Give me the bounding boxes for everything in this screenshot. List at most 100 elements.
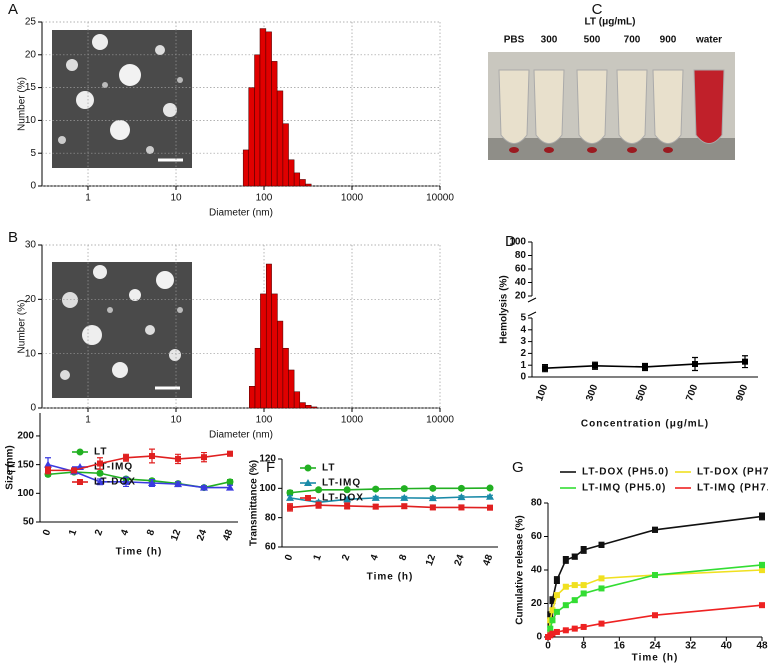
- marker: [457, 484, 465, 492]
- marker: [227, 450, 233, 457]
- x-tick-label: 48: [756, 641, 768, 652]
- x-axis-title: Time (h): [632, 653, 679, 664]
- legend-marker: [304, 479, 312, 486]
- x-tick-label: 12: [424, 553, 438, 568]
- marker: [562, 556, 569, 563]
- marker: [598, 575, 605, 582]
- marker: [562, 602, 569, 609]
- bar: [282, 123, 289, 187]
- y-tick-label: 60: [515, 264, 527, 275]
- legend-label: LT: [322, 463, 335, 474]
- x-tick-label: 8: [581, 641, 587, 652]
- x-tick-label: 8: [397, 553, 409, 562]
- bar: [282, 347, 289, 409]
- x-tick-label: 100: [256, 415, 273, 426]
- marker: [580, 590, 587, 597]
- marker: [287, 504, 293, 511]
- marker: [201, 454, 207, 461]
- legend-label: LT-IMQ (PH7.4): [697, 483, 768, 494]
- bar: [288, 369, 295, 409]
- panel-letter: E: [6, 459, 16, 476]
- marker: [371, 493, 380, 501]
- bar: [293, 172, 301, 187]
- marker: [400, 493, 409, 501]
- x-tick-label: 4: [369, 553, 381, 562]
- pellet: [663, 147, 673, 153]
- y-tick-label: 20: [25, 294, 37, 305]
- bar: [271, 293, 278, 409]
- marker: [226, 483, 234, 491]
- x-tick-label: 1: [85, 415, 91, 426]
- x-tick-label: 24: [453, 553, 467, 568]
- x-tick-label: 16: [614, 641, 626, 652]
- photo-title: LT (μg/mL): [585, 17, 636, 28]
- marker: [598, 585, 605, 592]
- marker: [200, 483, 208, 491]
- x-tick-label: 32: [685, 641, 697, 652]
- y-tick-label: 5: [30, 148, 36, 159]
- panel-letter: G: [512, 459, 524, 476]
- y-tick-label: 20: [531, 598, 543, 609]
- bar: [288, 159, 295, 187]
- marker: [122, 477, 130, 485]
- bar: [276, 90, 284, 187]
- series-line: [547, 604, 763, 638]
- marker: [148, 478, 156, 486]
- marker: [149, 453, 155, 460]
- marker: [372, 503, 379, 510]
- x-tick-label: 10000: [426, 193, 454, 204]
- bar: [254, 347, 261, 409]
- marker: [315, 502, 322, 509]
- bar: [248, 87, 255, 187]
- legend-marker: [304, 464, 312, 472]
- x-tick-label: 48: [481, 553, 495, 568]
- tube-label: 900: [660, 35, 677, 46]
- y-tick-label: 100: [259, 483, 276, 494]
- y-tick-label: 60: [265, 542, 277, 553]
- x-tick-label: 24: [195, 528, 209, 543]
- marker: [549, 617, 556, 624]
- bar: [242, 149, 249, 187]
- legend-marker: [77, 479, 83, 485]
- tube-label: 300: [541, 35, 558, 46]
- marker: [549, 597, 556, 604]
- y-tick-label: 40: [531, 565, 543, 576]
- marker: [96, 469, 104, 477]
- micrograph-a: [52, 30, 192, 168]
- bar: [277, 320, 284, 409]
- marker: [759, 567, 765, 573]
- marker: [580, 623, 587, 630]
- marker: [652, 612, 658, 619]
- marker: [401, 503, 408, 510]
- y-axis-title: Hemolysis (%): [499, 275, 510, 343]
- x-tick-label: 24: [649, 641, 661, 652]
- y-tick-label: 15: [25, 82, 37, 93]
- marker: [343, 495, 352, 503]
- legend-label: LT-DOX: [94, 477, 136, 488]
- marker: [458, 504, 465, 511]
- marker: [598, 620, 605, 627]
- marker: [571, 625, 578, 632]
- x-tick-label: 100: [534, 383, 550, 403]
- y-tick-label: 40: [515, 277, 527, 288]
- marker: [547, 625, 554, 632]
- bar: [254, 54, 261, 187]
- panel-letter: A: [8, 1, 18, 18]
- legend-label: LT-IMQ: [94, 462, 133, 473]
- x-tick-label: 4: [119, 528, 131, 537]
- x-axis-title: Concentration (μg/mL): [581, 419, 709, 430]
- x-axis-title: Diameter (nm): [209, 430, 273, 441]
- series-line: [289, 495, 491, 504]
- y-tick-label: 0: [30, 403, 36, 414]
- y-tick-label: 30: [25, 240, 37, 251]
- x-tick-label: 1000: [341, 193, 364, 204]
- bar: [299, 179, 306, 187]
- x-tick-label: 900: [734, 383, 750, 403]
- tube-label: PBS: [504, 35, 525, 46]
- marker: [226, 478, 234, 486]
- series-line: [547, 564, 763, 638]
- panel-letter: D: [505, 233, 516, 250]
- x-axis-title: Diameter (nm): [209, 208, 273, 219]
- legend-label: LT-DOX: [322, 493, 364, 504]
- marker: [549, 630, 556, 637]
